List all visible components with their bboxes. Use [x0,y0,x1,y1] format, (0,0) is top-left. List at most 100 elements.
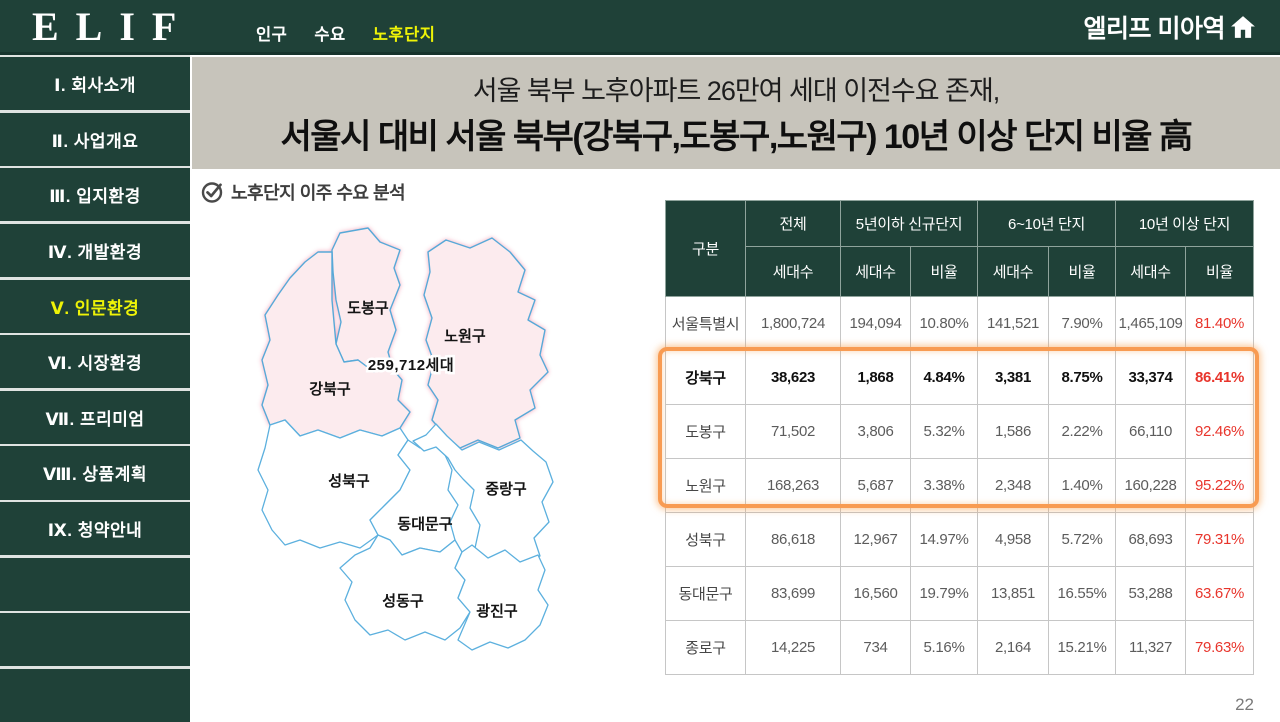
sidebar-item-subscription[interactable]: Ⅸ. 청약안내 [0,502,190,556]
district-shape-jungnang [412,423,554,565]
header-group-under5: 5년이하 신규단지 [839,200,979,247]
header-group-total: 전체 [745,200,841,247]
households-total-label: 259,712세대 [368,357,454,374]
district-label-dobong: 도봉구 [347,300,389,317]
table-cell: 1,465,109 [1115,296,1187,351]
tab-demand[interactable]: 수요 [314,26,346,44]
aging-complex-table-wrap: 구분 전체 5년이하 신규단지 6~10년 단지 10년 이상 단지 세대수 세… [665,200,1255,675]
table-row-seongbuk: 성북구 86,618 12,967 14.97% 4,958 5.72% 68,… [665,512,1255,567]
aging-complex-table: 구분 전체 5년이하 신규단지 6~10년 단지 10년 이상 단지 세대수 세… [665,200,1255,675]
table-cell: 160,228 [1115,458,1187,513]
table-cell: 1,800,724 [745,296,841,351]
header-group-over10: 10년 이상 단지 [1115,200,1255,247]
sidebar-item-market[interactable]: Ⅵ. 시장환경 [0,335,190,389]
table-row-dobong: 도봉구 71,502 3,806 5.32% 1,586 2.22% 66,11… [665,404,1255,459]
table-cell: 14.97% [909,512,979,567]
chapter-sidebar: Ⅰ. 회사소개 Ⅱ. 사업개요 Ⅲ. 입지환경 Ⅳ. 개발환경 Ⅴ. 인문환경 … [0,55,190,722]
table-cell: 7.90% [1048,296,1117,351]
table-cell: 194,094 [840,296,911,351]
table-cell: 성북구 [665,512,746,567]
sidebar-item-humanities[interactable]: Ⅴ. 인문환경 [0,279,190,333]
table-cell: 3,806 [840,404,911,459]
sidebar-item-premium[interactable]: Ⅶ. 프리미엄 [0,390,190,444]
table-cell: 1,586 [977,404,1050,459]
district-label-seongbuk: 성북구 [328,472,370,490]
sidebar-item-overview[interactable]: Ⅱ. 사업개요 [0,112,190,166]
table-cell: 10.80% [909,296,979,351]
sidebar-item-location[interactable]: Ⅲ. 입지환경 [0,168,190,222]
district-label-seongdong: 성동구 [382,592,424,610]
table-cell: 12,967 [840,512,911,567]
table-cell: 16,560 [840,566,911,621]
seoul-north-districts-map: 도봉구 노원구 강북구 성북구 중랑구 동대문구 성동구 광진구 259,712… [250,220,570,682]
tab-aging-complex[interactable]: 노후단지 [372,26,436,44]
sidebar-item-product[interactable]: Ⅷ. 상품계획 [0,446,190,500]
table-cell: 66,110 [1115,404,1187,459]
district-shape-nowon [423,237,549,449]
plain-districts-group [257,419,554,651]
table-cell-ratio: 81.40% [1185,296,1255,351]
table-header-row-groups: 구분 전체 5년이하 신규단지 6~10년 단지 10년 이상 단지 [665,200,1255,297]
table-cell: 1.40% [1048,458,1117,513]
table-cell: 동대문구 [665,566,746,621]
table-cell: 53,288 [1115,566,1187,621]
table-cell: 2,164 [977,620,1050,675]
sidebar-item-development[interactable]: Ⅳ. 개발환경 [0,223,190,277]
top-tab-nav: 인구 수요 노후단지 [256,21,435,45]
sidebar-empty-cell [0,613,190,667]
table-cell-ratio: 79.31% [1185,512,1255,567]
table-cell: 14,225 [745,620,841,675]
table-cell-ratio: 92.46% [1185,404,1255,459]
district-label-dongdaemun: 동대문구 [397,516,452,533]
table-cell: 종로구 [665,620,746,675]
table-cell-ratio: 86.41% [1185,350,1255,405]
table-cell: 141,521 [977,296,1050,351]
table-cell: 5.72% [1048,512,1117,567]
home-icon[interactable] [1230,15,1256,39]
table-cell: 5,687 [840,458,911,513]
headline-line2: 서울시 대비 서울 북부(강북구,도봉구,노원구) 10년 이상 단지 비율 高 [280,117,1193,156]
header-sub-cell: 세대수 [840,246,911,297]
table-cell: 13,851 [977,566,1050,621]
table-cell: 노원구 [665,458,746,513]
highlighted-districts-group [261,227,549,449]
table-cell: 서울특별시 [665,296,746,351]
table-row-seoul: 서울특별시 1,800,724 194,094 10.80% 141,521 7… [665,296,1255,351]
table-cell: 4,958 [977,512,1050,567]
table-cell: 734 [840,620,911,675]
sidebar-item-company[interactable]: Ⅰ. 회사소개 [0,57,190,111]
sidebar-empty-cell [0,668,190,722]
header-sub-cell: 비율 [1185,246,1255,297]
header-sub-cell: 세대수 [1115,246,1187,297]
section-title: 노후단지 이주 수요 분석 [231,183,406,203]
check-circle-icon [200,180,224,204]
table-cell: 강북구 [665,350,746,405]
table-cell: 68,693 [1115,512,1187,567]
table-cell: 8.75% [1048,350,1117,405]
table-cell: 1,868 [840,350,911,405]
table-cell: 38,623 [745,350,841,405]
table-cell: 2.22% [1048,404,1117,459]
section-label: 노후단지 이주 수요 분석 [200,179,406,205]
district-label-jungnang: 중랑구 [485,480,527,498]
table-cell-ratio: 79.63% [1185,620,1255,675]
header-sub-cell: 세대수 [977,246,1050,297]
table-cell: 4.84% [909,350,979,405]
headline-line1: 서울 북부 노후아파트 26만여 세대 이전수요 존재, [472,75,1001,106]
district-label-gwangjin: 광진구 [476,602,518,620]
table-cell: 3,381 [977,350,1050,405]
table-row-gangbuk: 강북구 38,623 1,868 4.84% 3,381 8.75% 33,37… [665,350,1255,405]
sidebar-empty-cell [0,557,190,611]
table-header-row-sub: 세대수 세대수 비율 세대수 비율 세대수 비율 [666,246,1255,297]
tab-population[interactable]: 인구 [256,26,288,44]
table-cell: 83,699 [745,566,841,621]
table-cell: 71,502 [745,404,841,459]
table-cell: 15.21% [1048,620,1117,675]
table-cell: 16.55% [1048,566,1117,621]
top-header-bar: ELIF 인구 수요 노후단지 엘리프 미아역 [0,0,1280,55]
slide-headline: 서울 북부 노후아파트 26만여 세대 이전수요 존재, 서울시 대비 서울 북… [192,57,1280,169]
header-sub-cell: 세대수 [745,246,841,297]
table-cell: 5.16% [909,620,979,675]
project-title: 엘리프 미아역 [1083,15,1226,43]
table-row-dongdaemun: 동대문구 83,699 16,560 19.79% 13,851 16.55% … [665,566,1255,621]
